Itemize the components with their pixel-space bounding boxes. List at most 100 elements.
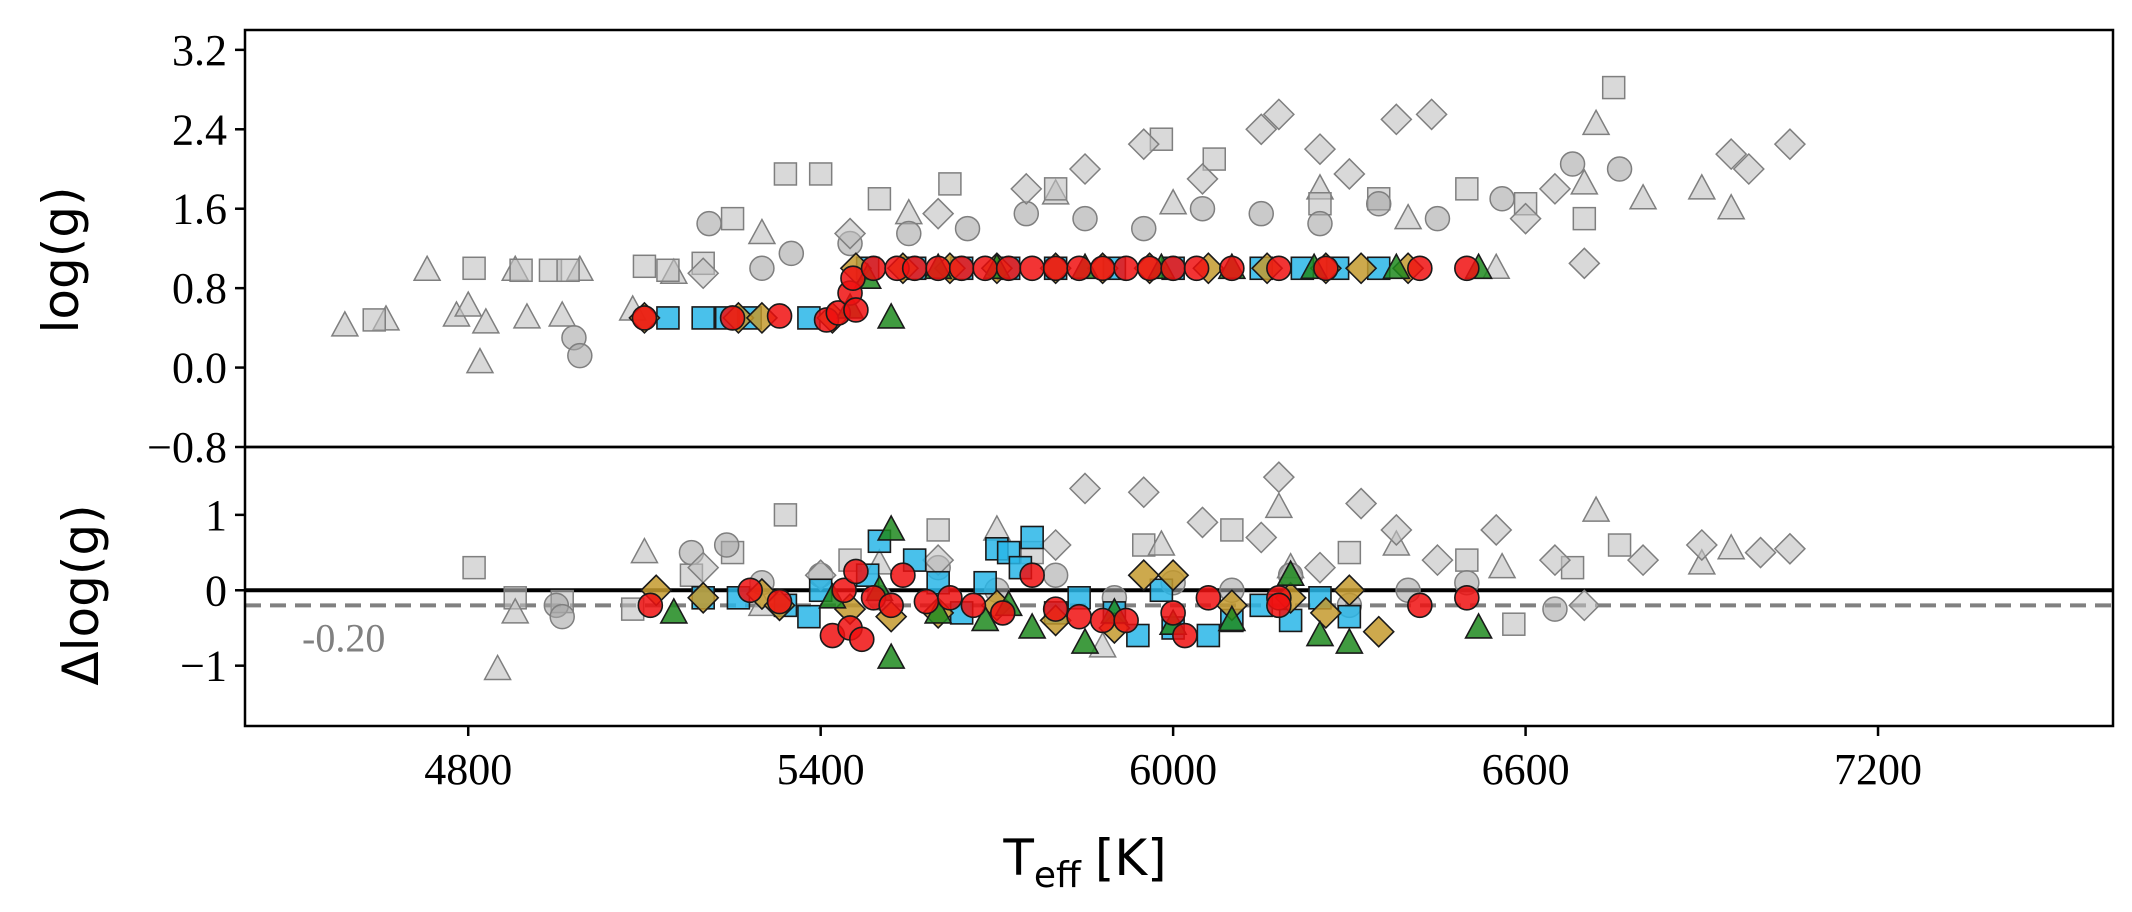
top-triangle-point (471, 307, 501, 334)
bottom-y-tick-label: −1 (180, 642, 227, 691)
bottom-circle-point (1089, 607, 1116, 634)
top-circle-point (843, 297, 869, 323)
bottom-diamond-point (1480, 513, 1513, 547)
top-triangle-point (1628, 183, 1658, 210)
top-diamond-point (1415, 98, 1448, 131)
top-circle-point (1042, 255, 1069, 282)
top-triangle-point (547, 300, 577, 327)
top-y-tick-label: 0.8 (172, 264, 227, 313)
top-circle-point (1424, 205, 1451, 232)
bottom-circle-point (637, 592, 664, 619)
bottom-triangle-point (1276, 559, 1305, 586)
top-triangle-point (1687, 173, 1717, 200)
bottom-diamond-point (1068, 472, 1102, 505)
bottom-diamond-point (1421, 544, 1454, 577)
top-circle-point (1019, 255, 1045, 282)
bottom-square-point (1220, 518, 1244, 542)
top-triangle-point (1382, 252, 1411, 280)
bottom-diamond-point (1333, 574, 1366, 607)
top-square-point (509, 258, 533, 283)
bottom-diamond-point (1127, 559, 1160, 592)
bottom-square-point (926, 518, 950, 542)
bottom-triangle-point (1335, 627, 1364, 654)
bottom-circle-point (1042, 562, 1069, 588)
top-circle-point (1189, 195, 1216, 222)
bottom-triangle-point (1017, 612, 1047, 639)
top-diamond-point (1186, 162, 1219, 195)
top-panel: −0.8 0.0 0.8 1.6 2.4 3.2 (147, 26, 2115, 472)
top-circle-point (948, 255, 975, 282)
top-panel-ylabel: log(g) (32, 187, 90, 334)
top-square-point (938, 172, 962, 196)
top-circle-point (1160, 255, 1186, 282)
bottom-diamond-point (1186, 506, 1219, 539)
top-diamond-point (1333, 157, 1366, 191)
bottom-triangle-point (1070, 627, 1100, 654)
bottom-triangle-point (876, 514, 906, 541)
top-square-point (1455, 177, 1479, 201)
top-circle-point (1489, 186, 1515, 212)
top-circle-point (1407, 255, 1433, 282)
top-circle-point (1248, 200, 1274, 227)
top-diamond-point (1068, 152, 1102, 186)
top-triangle-point (1716, 193, 1746, 220)
bottom-triangle-point (1487, 552, 1517, 579)
top-y-tick-label: 3.2 (172, 26, 227, 75)
bottom-diamond-point (1245, 521, 1278, 554)
bottom-circle-point (913, 588, 940, 615)
bottom-circle-point (937, 585, 963, 611)
bottom-triangle-point (659, 597, 689, 624)
x-tick-label: 5400 (777, 745, 865, 794)
top-triangle-point (412, 254, 442, 282)
top-circle-point (1089, 255, 1116, 282)
bottom-diamond-point (1262, 461, 1295, 494)
top-circle-point (696, 210, 722, 237)
top-circle-point (1307, 210, 1333, 237)
bottom-diamond-point (1568, 589, 1601, 622)
top-diamond-point (1732, 152, 1765, 186)
bottom-diamond-point (1538, 544, 1572, 577)
top-square-point (773, 162, 798, 186)
bottom-triangle-point (1581, 495, 1611, 522)
top-triangle-point (465, 347, 495, 374)
bottom-diamond-point (687, 581, 720, 614)
top-circle-point (840, 265, 866, 292)
top-circle-point (860, 255, 887, 282)
bottom-triangle-point (500, 597, 530, 624)
bottom-diamond-point (1303, 551, 1337, 584)
bottom-triangle-point (630, 536, 659, 564)
bottom-y-tick-label: 0 (205, 566, 227, 615)
bottom-y-tick-label: 1 (205, 491, 227, 540)
top-circle-point (1131, 215, 1157, 242)
top-triangle-point (512, 302, 542, 329)
top-circle-point (719, 305, 746, 331)
bottom-square-point (1337, 604, 1362, 629)
top-diamond-point (922, 197, 955, 230)
top-y-tick-label: −0.8 (147, 423, 227, 472)
x-axis-title-unit: [K] (1095, 829, 1167, 887)
top-circle-point (1072, 205, 1098, 232)
bottom-circle-point (766, 588, 793, 615)
bottom-square-point (773, 503, 798, 527)
top-triangle-point (330, 310, 360, 337)
bottom-triangle-point (982, 514, 1012, 541)
bottom-circle-point (713, 532, 740, 558)
bottom-diamond-point (1773, 532, 1806, 565)
bottom-circle-point (989, 600, 1016, 626)
bottom-circle-point (549, 603, 575, 630)
bottom-circle-point (1454, 585, 1480, 611)
top-circle-point (778, 240, 805, 267)
bottom-triangle-point (1305, 619, 1335, 647)
bottom-square-point (462, 555, 486, 580)
top-series-0 (330, 108, 1746, 374)
bottom-circle-point (1160, 600, 1186, 626)
bottom-diamond-point (1362, 615, 1395, 648)
top-circle-point (925, 255, 951, 282)
top-diamond-point (1715, 138, 1748, 171)
top-diamond-point (687, 257, 720, 290)
top-plot-area (330, 75, 1806, 374)
bottom-diamond-point (1345, 487, 1378, 520)
mean-offset-annotation: -0.20 (302, 616, 385, 661)
bottom-circle-point (831, 577, 857, 604)
top-square-point (1202, 147, 1226, 171)
